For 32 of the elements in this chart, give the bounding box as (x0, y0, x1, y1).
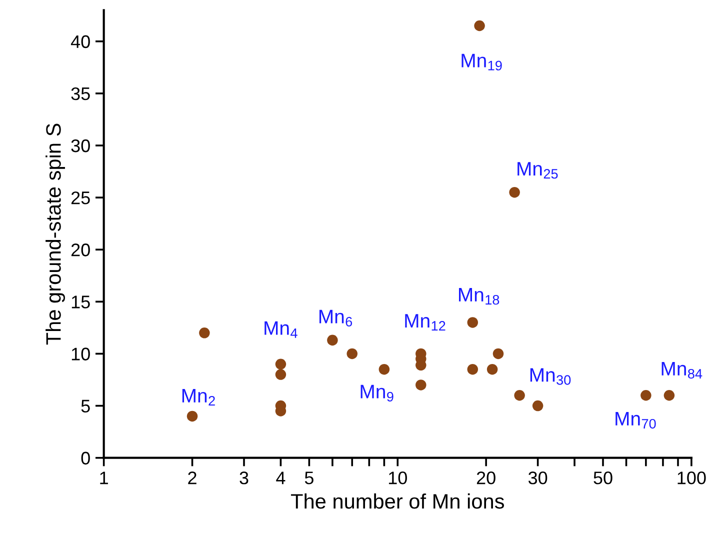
x-tick-label: 30 (528, 472, 548, 484)
y-tick-label: 40 (70, 35, 90, 48)
annotation: Mn$_{84}$ (662, 362, 702, 379)
y-tick-label: 20 (71, 244, 90, 256)
annotation: Mn$_{19}$ (462, 54, 502, 70)
y-tick-label: 35 (71, 87, 90, 100)
annotation: Mn$_{25}$ (518, 162, 558, 179)
y-tick-label: 15 (72, 296, 90, 308)
x-tick-label: 5 (304, 472, 314, 484)
x-tick-label: 100 (678, 472, 706, 484)
y-tick-label: 10 (72, 348, 90, 360)
x-tick-label: 20 (476, 472, 496, 484)
annotation: Mn$_{9}$ (360, 384, 394, 402)
annotation: Mn$_{70}$ (616, 412, 656, 429)
y-tick-label: 0 (81, 452, 90, 465)
x-tick-label: 3 (240, 472, 248, 484)
annotation: Mn$_{2}$ (182, 389, 215, 406)
x-tick-label: 50 (594, 472, 612, 484)
x-tick-label: 2 (188, 472, 196, 484)
annotation: Mn$_{30}$ (530, 368, 571, 385)
x-axis-title: The number of Mn ions (290, 493, 504, 509)
y-tick-label: 30 (71, 139, 90, 152)
x-tick-label: 10 (388, 472, 407, 484)
annotation: Mn$_{6}$ (319, 310, 352, 327)
annotation: Mn$_{18}$ (458, 288, 500, 305)
y-axis-title: The ground-state spin S (46, 124, 65, 345)
annotation: Mn$_{4}$ (264, 321, 298, 338)
y-tick-label: 5 (81, 400, 90, 413)
annotation: Mn$_{12}$ (405, 314, 446, 331)
x-tick-label: 4 (276, 472, 286, 484)
y-tick-label: 25 (71, 191, 90, 204)
x-tick-label: 1 (100, 472, 108, 484)
